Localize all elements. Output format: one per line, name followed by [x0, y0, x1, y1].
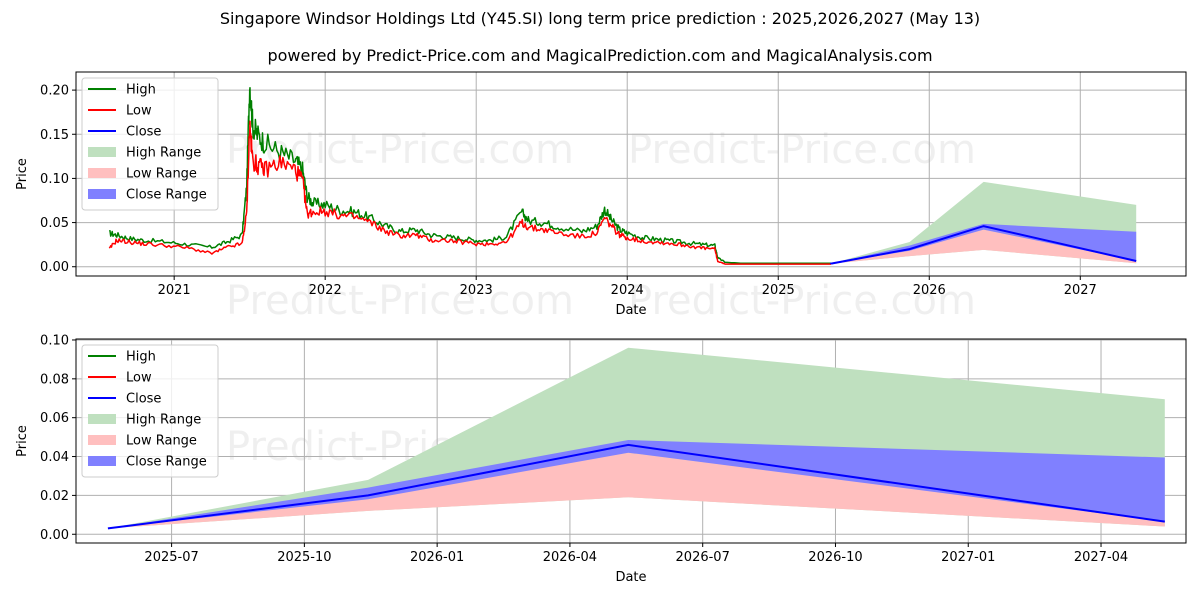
legend-label: Low: [126, 104, 152, 119]
chart-title: Singapore Windsor Holdings Ltd (Y45.SI) …: [219, 9, 981, 28]
x-tick-label: 2026: [913, 283, 946, 298]
y-tick-label: 0.05: [40, 216, 69, 231]
y-tick-label: 0.00: [40, 260, 69, 275]
legend-swatch-high-range: [88, 414, 116, 424]
low-line: [108, 120, 832, 265]
watermark: Predict-Price.com: [226, 278, 574, 324]
legend-label: Close Range: [126, 188, 207, 203]
plot-frame: [75, 338, 1187, 544]
legend-swatch-low-range: [88, 435, 116, 445]
low-range-band: [107, 452, 1165, 529]
legend-swatch-high-range: [88, 147, 116, 157]
x-tick-label: 2022: [309, 283, 342, 298]
x-tick-label: 2026-07: [676, 550, 730, 565]
y-tick-label: 0.15: [40, 128, 69, 143]
legend-label: High Range: [126, 146, 201, 161]
y-tick-label: 0.00: [40, 528, 69, 543]
close-range-band: [831, 223, 1137, 264]
x-tick-label: 2025-07: [144, 550, 198, 565]
legend-label: High Range: [126, 413, 201, 428]
x-tick-label: 2027: [1064, 283, 1097, 298]
legend-label: High: [126, 83, 156, 98]
legend-swatch-close-range: [88, 189, 116, 199]
x-tick-label: 2026-01: [410, 550, 464, 565]
y-tick-label: 0.06: [40, 411, 69, 426]
legend-label: Close: [126, 392, 161, 407]
close-range-band: [107, 440, 1165, 529]
legend-label: High: [126, 350, 156, 365]
legend-swatch-close-range: [88, 456, 116, 466]
legend-label: Low Range: [126, 434, 197, 449]
x-tick-label: 2023: [460, 283, 493, 298]
legend-label: Low Range: [126, 167, 197, 182]
watermark: Predict-Price.com: [628, 278, 976, 324]
y-tick-label: 0.02: [40, 489, 69, 504]
y-tick-label: 0.10: [40, 172, 69, 187]
x-axis-label: Date: [615, 303, 646, 318]
chart-subtitle: powered by Predict-Price.com and Magical…: [267, 46, 933, 65]
x-tick-label: 2027-04: [1074, 550, 1128, 565]
y-tick-label: 0.08: [40, 372, 69, 387]
legend-swatch-low-range: [88, 168, 116, 178]
close-line: [107, 443, 1165, 530]
x-tick-label: 2025: [762, 283, 795, 298]
y-tick-label: 0.10: [40, 333, 69, 348]
x-tick-label: 2024: [611, 283, 644, 298]
y-tick-label: 0.20: [40, 84, 69, 99]
high-line: [109, 86, 832, 264]
close-line: [830, 225, 1137, 265]
x-axis-label: Date: [615, 570, 646, 585]
x-tick-label: 2027-01: [941, 550, 995, 565]
legend-label: Close Range: [126, 455, 207, 470]
low-range-band: [831, 229, 1137, 264]
x-tick-label: 2026-04: [543, 550, 597, 565]
x-tick-label: 2021: [158, 283, 191, 298]
x-tick-label: 2026-10: [808, 550, 862, 565]
plot-frame: [75, 71, 1187, 277]
y-axis-label: Price: [15, 158, 30, 190]
y-axis-label: Price: [15, 425, 30, 457]
y-tick-label: 0.04: [40, 450, 69, 465]
legend-label: Close: [126, 125, 161, 140]
legend-label: Low: [126, 371, 152, 386]
x-tick-label: 2025-10: [277, 550, 331, 565]
